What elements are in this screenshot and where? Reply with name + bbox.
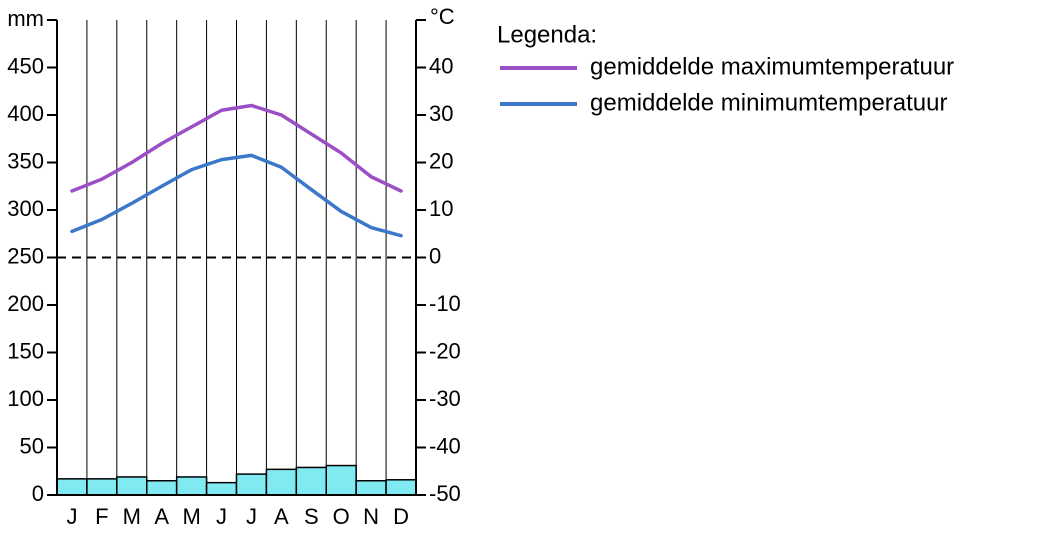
precipitation-bar	[385, 479, 417, 496]
precipitation-bar	[235, 473, 268, 496]
precipitation-bar	[265, 468, 298, 496]
precipitation-bar	[116, 476, 148, 496]
y-tick-label: 200	[7, 291, 44, 316]
legend-label: gemiddelde minimumtemperatuur	[590, 89, 948, 116]
y2-tick-label: 10	[429, 196, 453, 221]
y2-tick-label: -20	[429, 338, 461, 363]
y2-tick-label: -30	[429, 386, 461, 411]
x-tick-label: J	[246, 504, 257, 529]
precipitation-bar	[146, 480, 178, 496]
x-tick-label: J	[216, 504, 227, 529]
y2-tick-label: 30	[429, 101, 453, 126]
x-tick-label: A	[154, 504, 169, 529]
precipitation-bar	[295, 466, 328, 496]
x-tick-label: M	[123, 504, 141, 529]
y-tick-label: 100	[7, 386, 44, 411]
x-tick-label: S	[304, 504, 319, 529]
temperature-line	[70, 153, 403, 238]
precipitation-bar	[56, 478, 88, 496]
temperature-line	[70, 103, 403, 193]
x-tick-label: F	[95, 504, 108, 529]
y-tick-label: 250	[7, 243, 44, 268]
y2-tick-label: 0	[429, 243, 441, 268]
x-tick-label: J	[66, 504, 77, 529]
y-tick-label: 450	[7, 53, 44, 78]
precipitation-bar	[355, 480, 387, 496]
y2-tick-label: 40	[429, 53, 453, 78]
x-tick-label: M	[182, 504, 200, 529]
x-tick-label: D	[393, 504, 409, 529]
x-tick-label: A	[274, 504, 289, 529]
x-tick-label: N	[363, 504, 379, 529]
y-tick-label: 350	[7, 148, 44, 173]
y-tick-label: 50	[20, 433, 44, 458]
precipitation-bar	[205, 481, 238, 496]
y2-tick-label: -40	[429, 433, 461, 458]
y-tick-label: 150	[7, 338, 44, 363]
legend-label: gemiddelde maximumtemperatuur	[590, 53, 954, 80]
x-tick-label: O	[333, 504, 350, 529]
y-tick-label: 300	[7, 196, 44, 221]
y-tick-label: 0	[32, 481, 44, 506]
y-axis-label: mm	[7, 6, 44, 31]
y-tick-label: 400	[7, 101, 44, 126]
precipitation-bar	[325, 464, 357, 496]
legend-title: Legenda:	[497, 21, 597, 48]
precipitation-bar	[175, 476, 208, 496]
y2-tick-label: -10	[429, 291, 461, 316]
precipitation-bar	[86, 478, 118, 496]
y2-tick-label: 20	[429, 148, 453, 173]
y2-axis-label: °C	[430, 4, 455, 29]
y2-tick-label: -50	[429, 481, 461, 506]
legend: Legenda: gemiddelde maximumtemperatuur ge…	[497, 21, 954, 116]
